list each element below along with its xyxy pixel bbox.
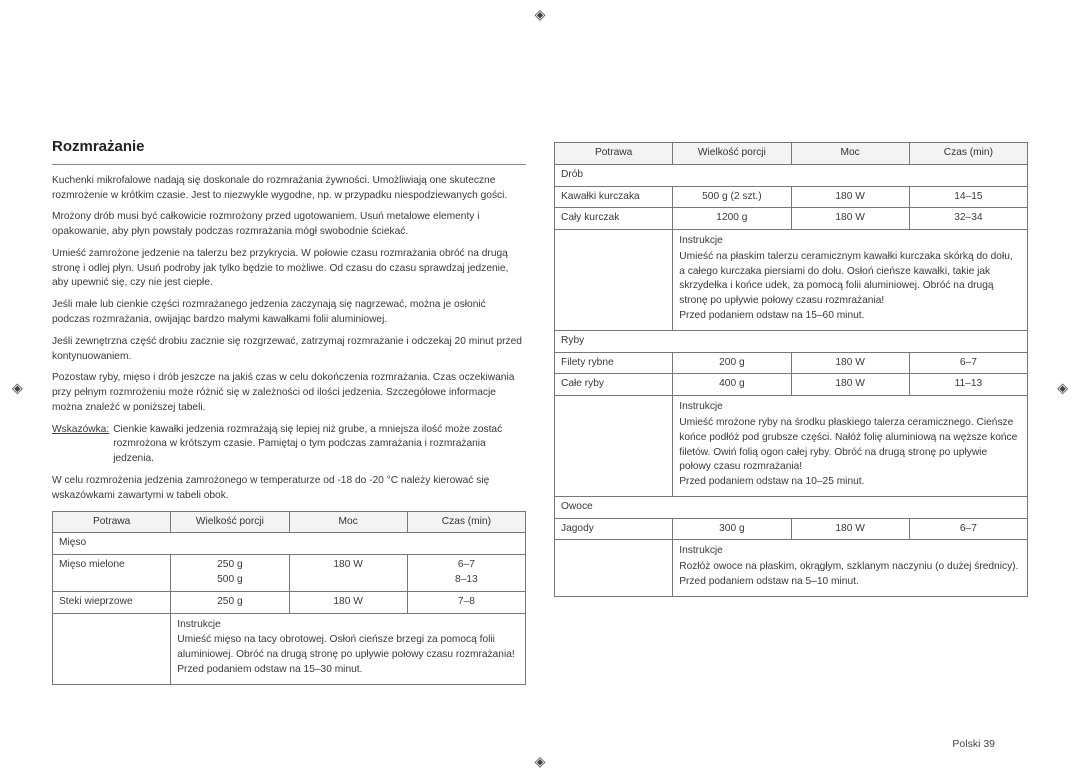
instruction-text: Umieść mrożone ryby na środku płaskiego …: [679, 416, 1021, 490]
instruction-cell: InstrukcjeUmieść mrożone ryby na środku …: [673, 396, 1028, 497]
th-wielkosc: Wielkość porcji: [673, 143, 791, 165]
body-paragraph: Mrożony drób musi być całkowicie rozmroż…: [52, 210, 526, 240]
category-row: Ryby: [555, 330, 1028, 352]
table-row: Kawałki kurczaka500 g (2 szt.)180 W14–15: [555, 186, 1028, 208]
table-row: Jagody300 g180 W6–7: [555, 518, 1028, 540]
instruction-row: InstrukcjeUmieść mrożone ryby na środku …: [555, 396, 1028, 497]
empty-cell: [555, 230, 673, 331]
category-cell: Owoce: [555, 496, 1028, 518]
body-paragraph: Jeśli małe lub cienkie części rozmrażane…: [52, 298, 526, 328]
table-row: Steki wieprzowe250 g180 W7–8: [53, 591, 526, 613]
table-cell: 11–13: [909, 374, 1027, 396]
table-cell: Całe ryby: [555, 374, 673, 396]
table-cell: 6–7: [909, 518, 1027, 540]
crop-left: ◈: [12, 380, 23, 397]
page-content: Rozmrażanie Kuchenki mikrofalowe nadają …: [52, 28, 1028, 685]
body-paragraph: Kuchenki mikrofalowe nadają się doskonal…: [52, 174, 526, 204]
table-cell: 300 g: [673, 518, 791, 540]
table-cell: 250 g: [171, 591, 289, 613]
table-cell: 180 W: [289, 591, 407, 613]
th-potrawa: Potrawa: [555, 143, 673, 165]
page-number: Polski 39: [952, 738, 995, 750]
body-paragraph: Jeśli zewnętrzna część drobiu zacznie si…: [52, 335, 526, 365]
table-cell: 1200 g: [673, 208, 791, 230]
body-paragraph: Umieść zamrożone jedzenie na talerzu bez…: [52, 247, 526, 291]
crop-bottom: ◈: [535, 753, 546, 770]
tip-text: Cienkie kawałki jedzenia rozmrażają się …: [113, 423, 526, 467]
tip-block: Wskazówka: Cienkie kawałki jedzenia rozm…: [52, 423, 526, 467]
th-czas: Czas (min): [407, 511, 525, 533]
table-cell: 180 W: [791, 518, 909, 540]
instruction-text: Rozłóż owoce na płaskim, okrągłym, szkla…: [679, 560, 1021, 590]
instruction-row: InstrukcjeUmieść mięso na tacy obrotowej…: [53, 613, 526, 684]
category-row: Mięso: [53, 533, 526, 555]
table-cell: 32–34: [909, 208, 1027, 230]
category-cell: Mięso: [53, 533, 526, 555]
empty-cell: [53, 613, 171, 684]
th-moc: Moc: [289, 511, 407, 533]
table-cell: 14–15: [909, 186, 1027, 208]
table-cell: 250 g 500 g: [171, 555, 289, 592]
table-cell: 400 g: [673, 374, 791, 396]
table-cell: Steki wieprzowe: [53, 591, 171, 613]
tip-label: Wskazówka:: [52, 423, 109, 467]
left-table: Potrawa Wielkość porcji Moc Czas (min) M…: [52, 511, 526, 685]
table-cell: 6–7: [909, 352, 1027, 374]
table-cell: Kawałki kurczaka: [555, 186, 673, 208]
instruction-text: Umieść na płaskim talerzu ceramicznym ka…: [679, 250, 1021, 324]
crop-top: ◈: [535, 6, 546, 23]
table-row: Całe ryby400 g180 W11–13: [555, 374, 1028, 396]
section-heading: Rozmrażanie: [52, 136, 526, 165]
table-cell: 180 W: [791, 374, 909, 396]
table-cell: Mięso mielone: [53, 555, 171, 592]
right-table: Potrawa Wielkość porcji Moc Czas (min) D…: [554, 142, 1028, 597]
th-wielkosc: Wielkość porcji: [171, 511, 289, 533]
crop-right: ◈: [1057, 380, 1068, 397]
table-cell: 6–7 8–13: [407, 555, 525, 592]
instruction-text: Umieść mięso na tacy obrotowej. Osłoń ci…: [177, 633, 519, 677]
th-czas: Czas (min): [909, 143, 1027, 165]
lead-in-text: W celu rozmrożenia jedzenia zamrożonego …: [52, 474, 526, 504]
table-cell: 180 W: [791, 186, 909, 208]
instruction-label: Instrukcje: [679, 544, 1021, 559]
table-cell: 180 W: [289, 555, 407, 592]
empty-cell: [555, 396, 673, 497]
instruction-label: Instrukcje: [177, 618, 519, 633]
table-cell: Jagody: [555, 518, 673, 540]
table-row: Mięso mielone250 g 500 g180 W6–7 8–13: [53, 555, 526, 592]
table-row: Filety rybne200 g180 W6–7: [555, 352, 1028, 374]
category-row: Drób: [555, 164, 1028, 186]
instruction-label: Instrukcje: [679, 400, 1021, 415]
empty-cell: [555, 540, 673, 596]
instruction-row: InstrukcjeRozłóż owoce na płaskim, okrąg…: [555, 540, 1028, 596]
table-cell: 7–8: [407, 591, 525, 613]
instruction-cell: InstrukcjeRozłóż owoce na płaskim, okrąg…: [673, 540, 1028, 596]
table-cell: 180 W: [791, 352, 909, 374]
table-cell: Filety rybne: [555, 352, 673, 374]
table-cell: 500 g (2 szt.): [673, 186, 791, 208]
category-cell: Ryby: [555, 330, 1028, 352]
th-potrawa: Potrawa: [53, 511, 171, 533]
right-column: Potrawa Wielkość porcji Moc Czas (min) D…: [554, 136, 1028, 685]
table-cell: 200 g: [673, 352, 791, 374]
category-cell: Drób: [555, 164, 1028, 186]
instruction-row: InstrukcjeUmieść na płaskim talerzu cera…: [555, 230, 1028, 331]
category-row: Owoce: [555, 496, 1028, 518]
body-paragraph: Pozostaw ryby, mięso i drób jeszcze na j…: [52, 371, 526, 415]
instruction-cell: InstrukcjeUmieść mięso na tacy obrotowej…: [171, 613, 526, 684]
instruction-label: Instrukcje: [679, 234, 1021, 249]
table-cell: Cały kurczak: [555, 208, 673, 230]
table-cell: 180 W: [791, 208, 909, 230]
th-moc: Moc: [791, 143, 909, 165]
left-column: Rozmrażanie Kuchenki mikrofalowe nadają …: [52, 136, 526, 685]
table-row: Cały kurczak1200 g180 W32–34: [555, 208, 1028, 230]
instruction-cell: InstrukcjeUmieść na płaskim talerzu cera…: [673, 230, 1028, 331]
